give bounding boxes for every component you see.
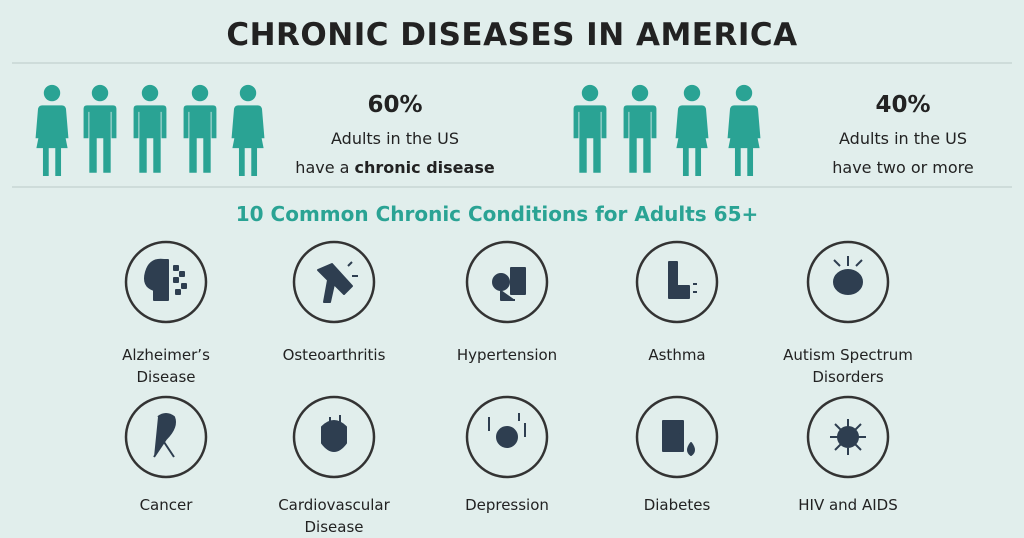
condition-label: Cardiovascular [278, 496, 390, 514]
stat-text: have a chronic disease [295, 158, 495, 177]
stat-figure: 40% [875, 92, 930, 118]
condition-icon [488, 413, 526, 448]
condition-label: Hypertension [457, 346, 557, 364]
stat-emphasis: chronic disease [355, 158, 495, 177]
condition-label: Asthma [648, 346, 705, 364]
condition-icon [662, 420, 695, 456]
page-title: CHRONIC DISEASES IN AMERICA [226, 17, 797, 53]
condition-label: Alzheimer’s [122, 346, 210, 364]
people-group-1 [35, 84, 265, 176]
condition-label: HIV and AIDS [798, 496, 897, 514]
stat-figure: 60% [367, 92, 422, 118]
stat-text: Adults in the US [331, 129, 459, 148]
section-title: 10 Common Chronic Conditions for Adults … [236, 202, 759, 226]
condition-icon [321, 415, 347, 452]
condition-label: Disease [305, 518, 364, 536]
condition-label: Cancer [140, 496, 194, 514]
condition-label: Disease [137, 368, 196, 386]
stat-text: have two or more [832, 158, 973, 177]
condition-icon [153, 413, 176, 458]
condition-icon [317, 261, 358, 303]
condition-label: Depression [465, 496, 549, 514]
condition-icon [144, 258, 187, 301]
condition-label: Disorders [812, 368, 884, 386]
condition-label: Autism Spectrum [783, 346, 913, 364]
people-group-2 [573, 84, 761, 176]
stat-text: have a [295, 158, 354, 177]
conditions: Alzheimer’s Disease Osteoarthritis Hyperten… [122, 240, 913, 536]
condition-label: Osteoarthritis [283, 346, 386, 364]
condition-icon [833, 256, 863, 295]
condition-label: Diabetes [644, 496, 711, 514]
condition-icon [830, 419, 866, 455]
condition-icon [668, 261, 697, 299]
stat-text: Adults in the US [839, 129, 967, 148]
condition-icon [492, 267, 526, 301]
